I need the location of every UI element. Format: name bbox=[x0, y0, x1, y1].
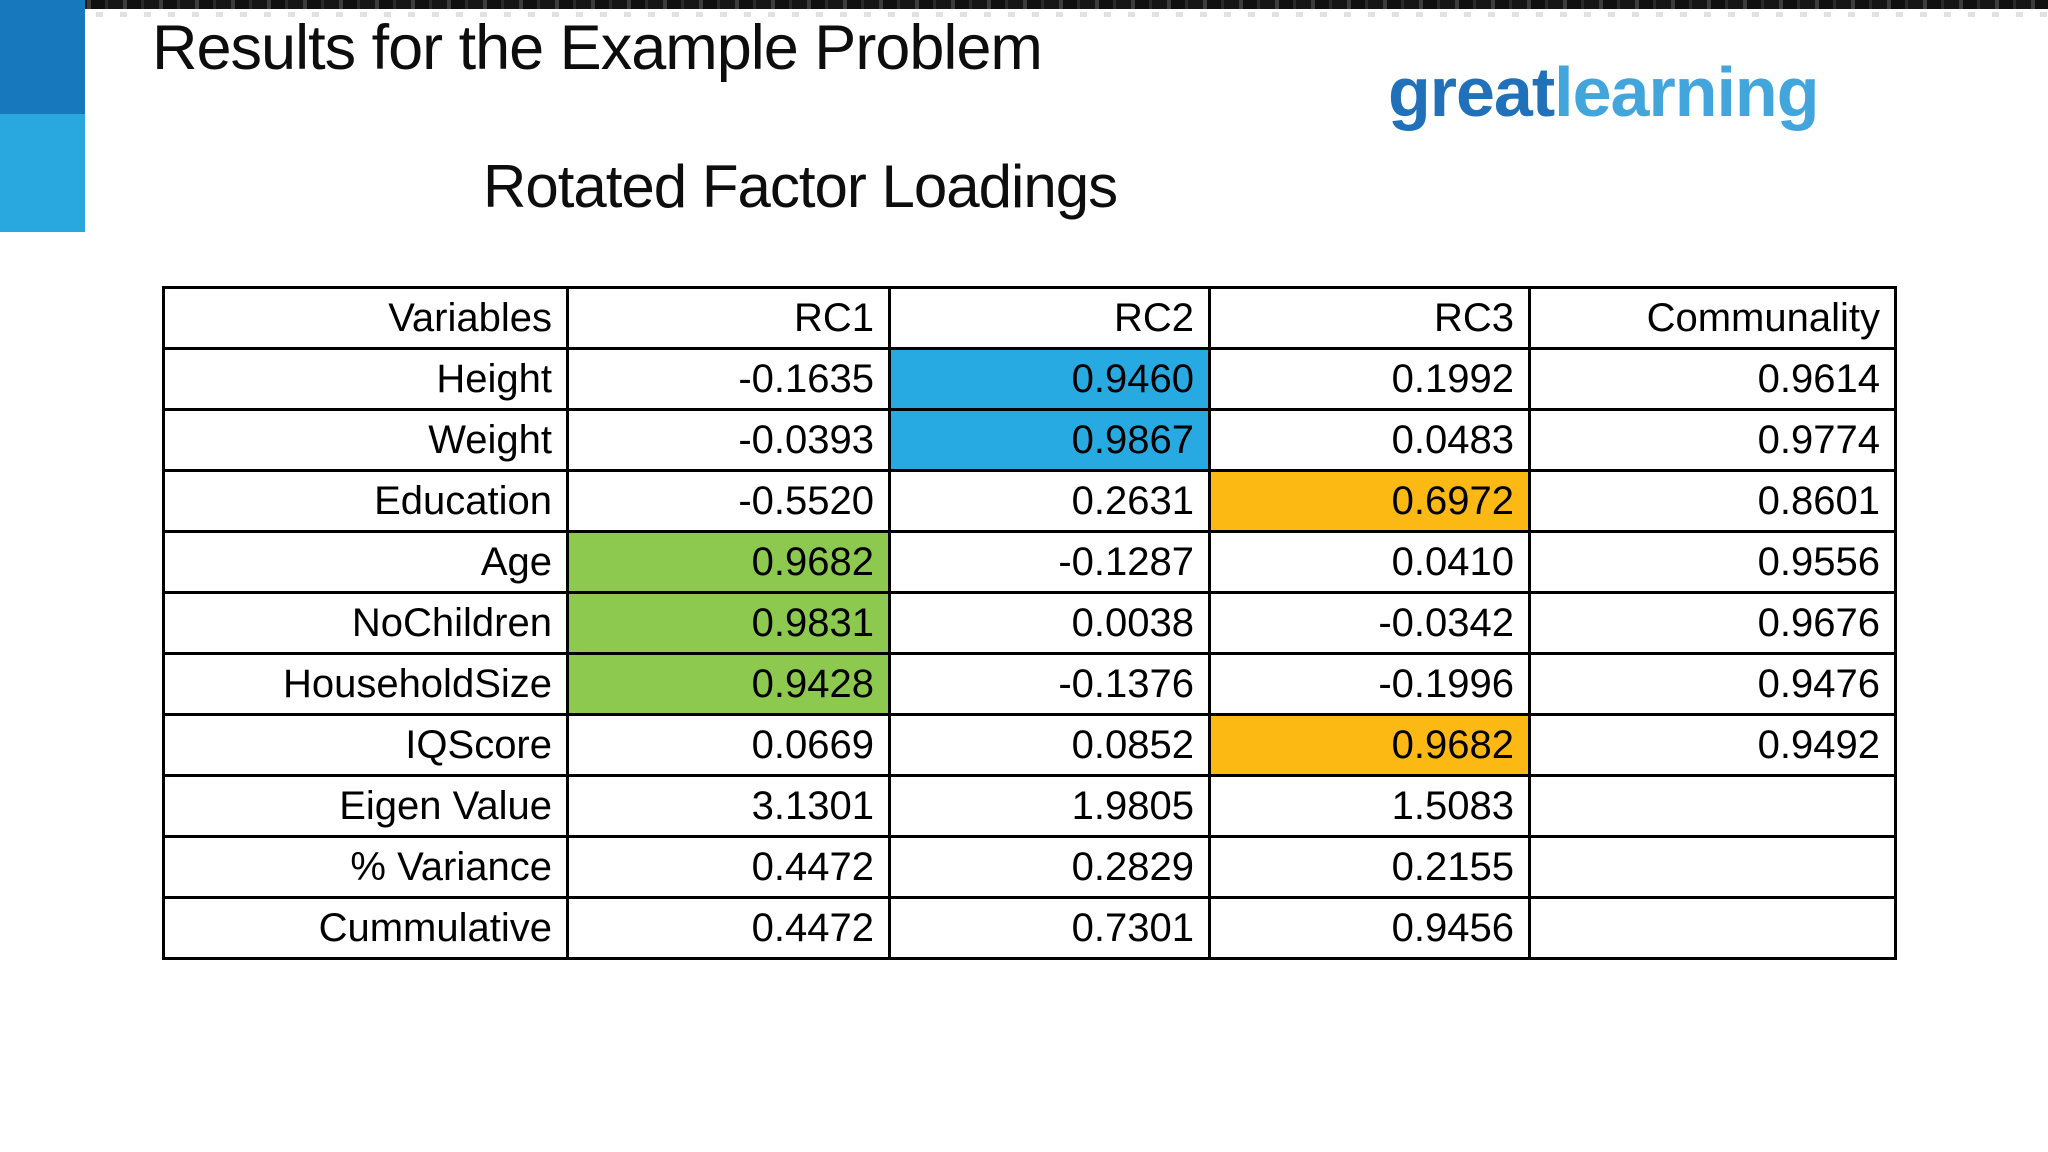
value-cell: -0.1635 bbox=[566, 347, 891, 411]
logo-part-learning: learning bbox=[1554, 53, 1819, 131]
row-label-cell: Cummulative bbox=[162, 896, 569, 960]
row-label-cell: NoChildren bbox=[162, 591, 569, 655]
row-label-cell: Education bbox=[162, 469, 569, 533]
table-row: IQScore 0.0669 0.0852 0.9682 0.9492 bbox=[162, 713, 1897, 777]
column-header: RC2 bbox=[888, 286, 1211, 350]
value-cell: 0.9867 bbox=[888, 408, 1211, 472]
column-header: Variables bbox=[162, 286, 569, 350]
value-cell: 0.9676 bbox=[1528, 591, 1897, 655]
value-cell: 0.4472 bbox=[566, 896, 891, 960]
value-cell: 0.9774 bbox=[1528, 408, 1897, 472]
table-row: Weight -0.0393 0.9867 0.0483 0.9774 bbox=[162, 408, 1897, 472]
value-cell: 0.9682 bbox=[1208, 713, 1531, 777]
loadings-table: Variables RC1 RC2 RC3 Communality Height -0.1… bbox=[162, 286, 1897, 960]
table-row: NoChildren 0.9831 0.0038 -0.0342 0.9676 bbox=[162, 591, 1897, 655]
table-row: Height -0.1635 0.9460 0.1992 0.9614 bbox=[162, 347, 1897, 411]
value-cell: -0.0393 bbox=[566, 408, 891, 472]
accent-bar-bottom bbox=[0, 114, 85, 232]
value-cell: 0.0038 bbox=[888, 591, 1211, 655]
table-row: % Variance 0.4472 0.2829 0.2155 bbox=[162, 835, 1897, 899]
left-accent-bar bbox=[0, 0, 85, 232]
logo-part-great: great bbox=[1388, 53, 1555, 131]
row-label-cell: IQScore bbox=[162, 713, 569, 777]
table-row: HouseholdSize 0.9428 -0.1376 -0.1996 0.9476 bbox=[162, 652, 1897, 716]
value-cell: 0.2829 bbox=[888, 835, 1211, 899]
column-header: Communality bbox=[1528, 286, 1897, 350]
table-body: Height -0.1635 0.9460 0.1992 0.9614 Weight -0.… bbox=[162, 347, 1897, 960]
value-cell: 0.0410 bbox=[1208, 530, 1531, 594]
table-row: Cummulative 0.4472 0.7301 0.9456 bbox=[162, 896, 1897, 960]
value-cell: 0.9682 bbox=[566, 530, 891, 594]
value-cell: 0.9614 bbox=[1528, 347, 1897, 411]
row-label-cell: % Variance bbox=[162, 835, 569, 899]
table-head: Variables RC1 RC2 RC3 Communality bbox=[162, 286, 1897, 350]
top-dots-strip bbox=[0, 12, 2048, 17]
row-label-cell: Age bbox=[162, 530, 569, 594]
value-cell: 0.0483 bbox=[1208, 408, 1531, 472]
value-cell: 0.1992 bbox=[1208, 347, 1531, 411]
row-label-cell: Weight bbox=[162, 408, 569, 472]
greatlearning-logo: greatlearning bbox=[1388, 52, 1819, 132]
value-cell: 0.9460 bbox=[888, 347, 1211, 411]
value-cell: 1.9805 bbox=[888, 774, 1211, 838]
value-cell: 0.4472 bbox=[566, 835, 891, 899]
table-row: Eigen Value 3.1301 1.9805 1.5083 bbox=[162, 774, 1897, 838]
value-cell: 0.9492 bbox=[1528, 713, 1897, 777]
table-row: Education -0.5520 0.2631 0.6972 0.8601 bbox=[162, 469, 1897, 533]
value-cell: 0.2631 bbox=[888, 469, 1211, 533]
slide-subtitle: Rotated Factor Loadings bbox=[483, 153, 1118, 220]
value-cell: 1.5083 bbox=[1208, 774, 1531, 838]
value-cell bbox=[1528, 896, 1897, 960]
value-cell: -0.1996 bbox=[1208, 652, 1531, 716]
slide-title: Results for the Example Problem bbox=[152, 13, 1043, 83]
column-header: RC3 bbox=[1208, 286, 1531, 350]
value-cell bbox=[1528, 835, 1897, 899]
value-cell: 3.1301 bbox=[566, 774, 891, 838]
table-row: Age 0.9682 -0.1287 0.0410 0.9556 bbox=[162, 530, 1897, 594]
top-texture-strip bbox=[0, 0, 2048, 9]
value-cell: 0.0852 bbox=[888, 713, 1211, 777]
rotated-factor-loadings-table-wrap: Variables RC1 RC2 RC3 Communality Height -0.1… bbox=[162, 286, 1897, 960]
row-label-cell: Height bbox=[162, 347, 569, 411]
value-cell bbox=[1528, 774, 1897, 838]
row-label-cell: HouseholdSize bbox=[162, 652, 569, 716]
accent-bar-top bbox=[0, 0, 85, 114]
value-cell: 0.6972 bbox=[1208, 469, 1531, 533]
header-row: Variables RC1 RC2 RC3 Communality bbox=[162, 286, 1897, 350]
value-cell: 0.9831 bbox=[566, 591, 891, 655]
value-cell: 0.2155 bbox=[1208, 835, 1531, 899]
value-cell: -0.5520 bbox=[566, 469, 891, 533]
value-cell: -0.0342 bbox=[1208, 591, 1531, 655]
value-cell: 0.8601 bbox=[1528, 469, 1897, 533]
row-label-cell: Eigen Value bbox=[162, 774, 569, 838]
value-cell: -0.1287 bbox=[888, 530, 1211, 594]
value-cell: 0.9476 bbox=[1528, 652, 1897, 716]
value-cell: 0.9556 bbox=[1528, 530, 1897, 594]
value-cell: 0.9428 bbox=[566, 652, 891, 716]
value-cell: 0.9456 bbox=[1208, 896, 1531, 960]
column-header: RC1 bbox=[566, 286, 891, 350]
value-cell: -0.1376 bbox=[888, 652, 1211, 716]
value-cell: 0.7301 bbox=[888, 896, 1211, 960]
value-cell: 0.0669 bbox=[566, 713, 891, 777]
